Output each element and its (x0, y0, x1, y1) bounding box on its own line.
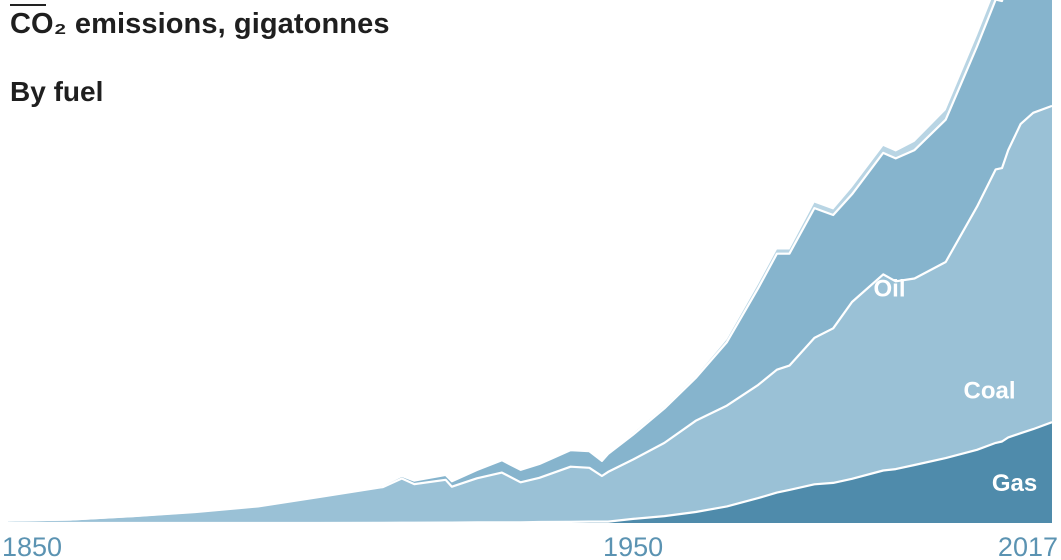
x-tick-label-1850: 1850 (2, 532, 62, 560)
area-oil (8, 0, 1052, 521)
series-label-oil: Oil (873, 276, 905, 303)
separator-line-gas (8, 421, 1053, 525)
area-coal (8, 105, 1052, 524)
areas-layer (8, 0, 1052, 524)
chart-subtitle: By fuel (10, 76, 104, 107)
series-label-coal: Coal (963, 378, 1015, 405)
separator-lines-layer (7, 0, 1053, 525)
title-rule (10, 4, 46, 6)
x-tick-label-2017: 2017 (998, 532, 1058, 560)
x-axis-ticks-layer: 1850 1950 2017 (2, 532, 1058, 560)
separator-line-coal (7, 104, 1053, 522)
separator-line-oil (7, 0, 1004, 522)
x-tick-label-1950: 1950 (603, 532, 663, 560)
series-label-gas: Gas (992, 470, 1037, 497)
series-labels-layer: Oil Coal Gas (873, 276, 1037, 498)
chart-title: CO₂ emissions, gigatonnes (10, 8, 390, 40)
area-gas (8, 422, 1052, 523)
